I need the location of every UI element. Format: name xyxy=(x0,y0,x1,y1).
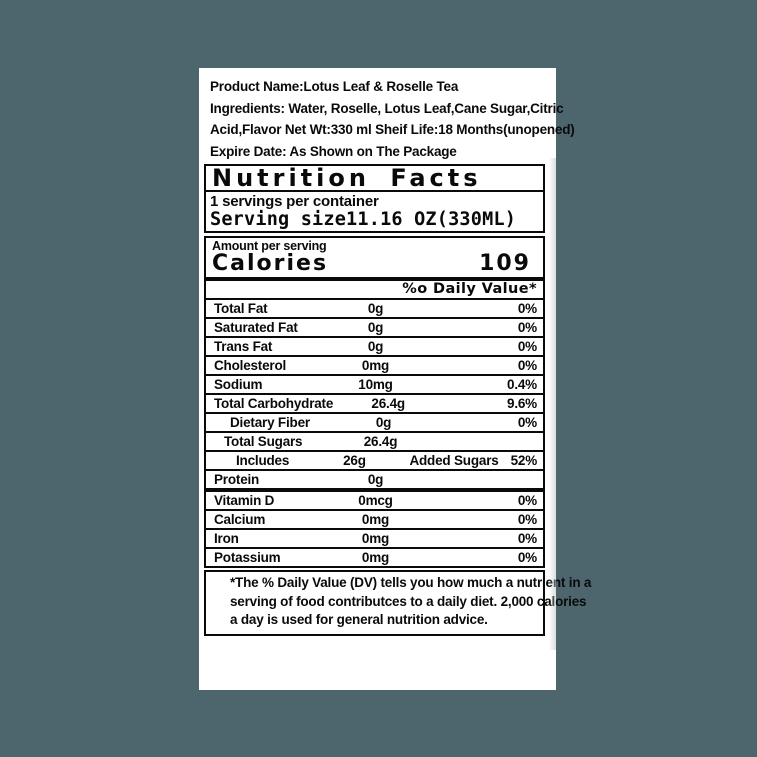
nutrient-amount: 26.4g xyxy=(363,434,398,449)
nutrient-dv: 0% xyxy=(517,339,537,354)
nutrient-name: Iron xyxy=(214,531,239,546)
nutrient-amount: 10mg xyxy=(358,377,393,392)
nutrient-name: Trans Fat xyxy=(214,339,273,354)
table-row-cholesterol: Cholesterol 0mg 0% xyxy=(206,357,543,376)
daily-value-footnote: *The % Daily Value (DV) tells you how mu… xyxy=(204,570,592,636)
table-row-total-sugars: Total Sugars 26.4g xyxy=(206,433,543,452)
nutrient-dv: 0% xyxy=(517,550,537,565)
added-sugars-label: Added Sugars xyxy=(409,453,499,468)
table-row-sodium: Sodium 10mg 0.4% xyxy=(206,376,543,395)
table-row-calcium: Calcium 0mg 0% xyxy=(206,511,543,530)
nutrient-name: Sodium xyxy=(214,377,263,392)
nutrient-amount: 0g xyxy=(367,339,384,354)
scan-edge-shadow xyxy=(549,158,556,650)
nutrient-name: Includes xyxy=(236,453,290,468)
footnote-line: serving of food contributces to a daily … xyxy=(230,593,587,609)
nutrition-label: Product Name:Lotus Leaf & Roselle Tea In… xyxy=(199,68,592,690)
nutrient-dv: 0% xyxy=(517,512,537,527)
nutrient-name: Total Carbohydrate xyxy=(214,396,334,411)
netwt-shelflife-line: Acid,Flavor Net Wt:330 ml Sheif Life:18 … xyxy=(210,122,575,137)
nutrient-amount: 0mcg xyxy=(358,493,393,508)
nutrition-facts-title: Nutrition Facts xyxy=(206,166,543,192)
nutrient-amount: 0g xyxy=(375,415,392,430)
nutrient-amount: 26.4g xyxy=(371,396,405,411)
table-row-total-carbohydrate: Total Carbohydrate 26.4g 9.6% xyxy=(206,395,543,414)
nutrient-amount: 0g xyxy=(367,320,384,335)
nutrient-amount: 0g xyxy=(367,301,384,316)
serving-size: Serving size11.16 OZ(330ML) xyxy=(210,209,517,230)
nutrient-name: Total Sugars xyxy=(224,434,303,449)
ingredients-line: Ingredients: Water, Roselle, Lotus Leaf,… xyxy=(210,100,564,116)
nutrient-dv-value: 52% xyxy=(510,453,538,468)
table-row-protein: Protein 0g xyxy=(206,471,543,492)
product-name-line: Product Name:Lotus Leaf & Roselle Tea xyxy=(210,79,459,94)
footnote-line: *The % Daily Value (DV) tells you how mu… xyxy=(230,575,592,590)
nutrient-dv: 0% xyxy=(517,320,537,335)
servings-per-container: 1 servings per container xyxy=(210,193,379,210)
nutrient-dv: 9.6% xyxy=(507,396,537,411)
table-row-saturated-fat: Saturated Fat 0g 0% xyxy=(206,319,543,338)
amount-per-serving-label: Amount per serving xyxy=(212,239,327,253)
product-info-block: Product Name:Lotus Leaf & Roselle Tea In… xyxy=(210,76,575,162)
table-row-potassium: Potassium 0mg 0% xyxy=(206,549,543,566)
expire-date-line: Expire Date: As Shown on The Package xyxy=(210,143,457,159)
nutrient-name: Protein xyxy=(214,472,260,487)
nutrient-dv: 0% xyxy=(517,531,537,546)
nutrient-amount: 0g xyxy=(367,472,384,487)
nutrient-table: %o Daily Value* Total Fat 0g 0% Saturate… xyxy=(204,279,545,568)
nutrient-name: Calcium xyxy=(214,512,266,527)
calories-box: Amount per serving Calories 109 xyxy=(204,236,545,279)
nutrient-name: Saturated Fat xyxy=(214,320,298,335)
nutrient-dv: Added Sugars 52% xyxy=(409,453,543,468)
nutrient-dv: 0.4% xyxy=(507,377,537,392)
nutrient-dv: 0% xyxy=(517,493,537,508)
nutrient-amount: 0mg xyxy=(361,512,390,527)
table-row-dietary-fiber: Dietary Fiber 0g 0% xyxy=(206,414,543,433)
nutrition-facts-header-box: Nutrition Facts 1 servings per container… xyxy=(204,164,545,233)
table-row-iron: Iron 0mg 0% xyxy=(206,530,543,549)
nutrient-name: Potassium xyxy=(214,550,281,565)
table-row-added-sugars: Includes 26g Added Sugars 52% xyxy=(206,452,543,471)
nutrient-dv: 0% xyxy=(517,301,537,316)
calories-value: 109 xyxy=(479,251,531,276)
nutrient-name: Dietary Fiber xyxy=(230,415,310,430)
calories-label: Calories xyxy=(212,251,329,276)
calories-row: Calories 109 xyxy=(212,253,543,276)
nutrient-name: Vitamin D xyxy=(214,493,275,508)
nutrition-facts-panel: Nutrition Facts 1 servings per container… xyxy=(204,164,592,636)
nutrient-amount: 0mg xyxy=(361,358,390,373)
footnote-line: a day is used for general nutrition advi… xyxy=(230,612,488,627)
nutrient-amount: 0mg xyxy=(361,550,390,565)
nutrient-dv: 0% xyxy=(517,358,537,373)
nutrient-amount: 0mg xyxy=(361,531,390,546)
nutrient-dv: 0% xyxy=(517,415,537,430)
nutrient-amount: 26g xyxy=(343,453,366,468)
daily-value-header: %o Daily Value* xyxy=(206,281,543,300)
serving-info: 1 servings per container Serving size11.… xyxy=(206,192,543,231)
nutrient-name: Total Fat xyxy=(214,301,268,316)
table-row-trans-fat: Trans Fat 0g 0% xyxy=(206,338,543,357)
table-row-vitamin-d: Vitamin D 0mcg 0% xyxy=(206,492,543,511)
nutrient-name: Cholesterol xyxy=(214,358,287,373)
table-row-total-fat: Total Fat 0g 0% xyxy=(206,300,543,319)
